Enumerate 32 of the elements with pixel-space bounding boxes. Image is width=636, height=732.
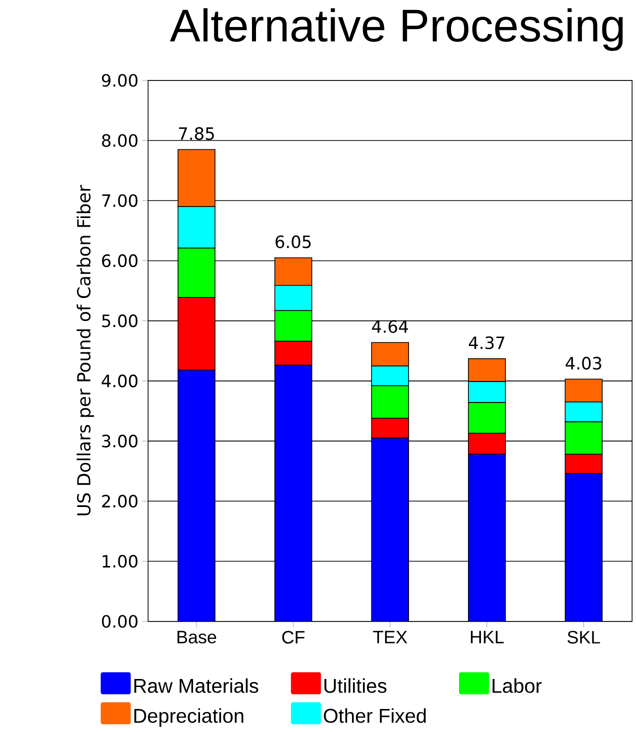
total-label: 4.64 [372,320,408,333]
bar [178,370,216,622]
y-tick-label: 7.00 [102,194,138,208]
x-tick-label: TEX [373,630,408,644]
bar [468,454,506,622]
total-label: 4.03 [566,356,602,370]
x-tick-label: Base [178,630,216,644]
legend-label: Raw Materials [134,678,258,693]
bar [564,473,603,622]
x-tick-label: SKL [568,630,600,644]
y-tick-label: 1.00 [102,554,138,568]
y-tick-label: 4.00 [102,374,138,388]
x-tick-label: CF [282,630,305,644]
bar [274,364,312,622]
legend-label: Other Fixed [324,708,426,723]
legend-label: Labor [492,678,542,693]
total-label: 4.37 [468,336,504,350]
y-tick-label: 5.00 [102,314,138,328]
y-tick-label: 9.00 [102,74,138,87]
chart-title: Alternative Processing [170,8,623,51]
y-tick-label: 2.00 [102,494,138,508]
y-axis-title: US Dollars per Pound of Carbon Fiber [76,184,94,516]
y-tick-label: 0.00 [102,614,138,628]
x-tick-label: HKL [470,630,504,644]
y-tick-label: 6.00 [102,254,138,268]
y-tick-label: 3.00 [102,434,138,448]
bar [371,438,409,622]
total-label: 7.85 [179,127,214,140]
total-label: 6.05 [276,235,311,248]
legend-label: Depreciation [134,708,244,727]
legend-label: Utilities [324,678,386,693]
y-tick-label: 8.00 [102,134,138,147]
